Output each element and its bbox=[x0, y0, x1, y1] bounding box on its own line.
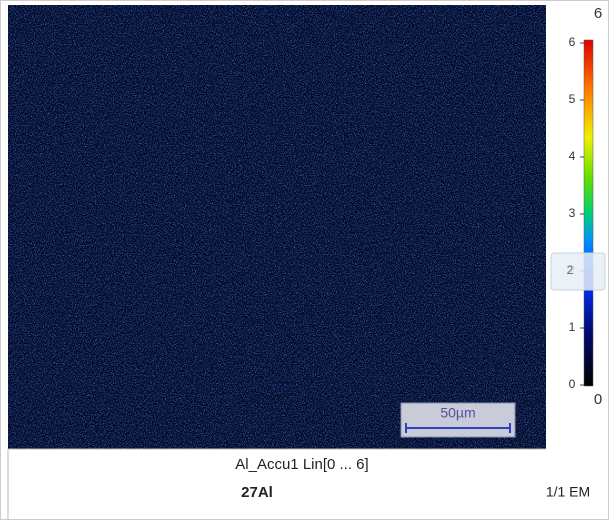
map-speckle bbox=[8, 5, 546, 449]
colorbar bbox=[583, 39, 594, 387]
handle-label: 2 bbox=[567, 263, 574, 277]
colorbar-tick-label: 4 bbox=[569, 149, 576, 163]
colorbar-min: 0 bbox=[594, 391, 602, 408]
element-label: 27Al bbox=[241, 484, 273, 501]
colorbar-tick-label: 6 bbox=[569, 35, 576, 49]
colorbar-tick-label: 1 bbox=[569, 320, 576, 334]
colorbar-tick-label: 5 bbox=[569, 92, 576, 106]
colorbar-tick-label: 0 bbox=[569, 377, 576, 391]
scale-bar-label: 50µm bbox=[440, 405, 475, 421]
colorbar-handle[interactable] bbox=[550, 252, 606, 291]
scale-bar-box bbox=[400, 402, 516, 438]
colorbar-tick-label: 3 bbox=[569, 206, 576, 220]
caption: Al_Accu1 Lin[0 ... 6] bbox=[235, 456, 368, 473]
page-label: 1/1 EM bbox=[546, 484, 590, 500]
colorbar-max: 6 bbox=[594, 5, 602, 22]
